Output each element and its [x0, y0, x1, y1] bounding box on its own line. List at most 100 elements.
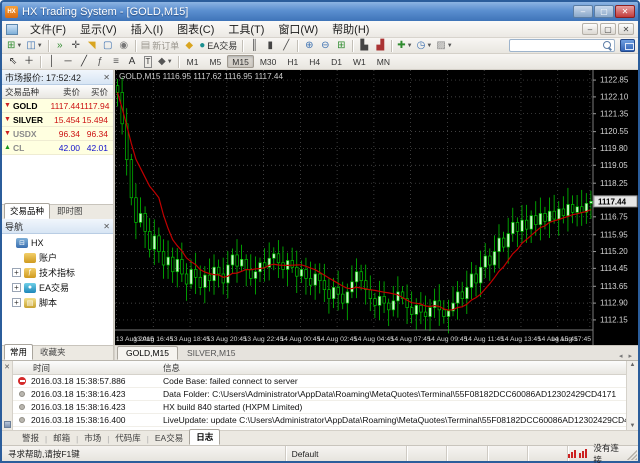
- bar-chart-button[interactable]: ║: [250, 39, 258, 51]
- chart-tab-GOLD,M15[interactable]: GOLD,M15: [117, 346, 178, 360]
- trendline-button[interactable]: ╱: [80, 55, 88, 67]
- arrange-down-button[interactable]: ▟: [376, 39, 385, 51]
- zoom-in-button[interactable]: ⊕: [305, 39, 314, 51]
- status-profile[interactable]: Default: [286, 446, 407, 461]
- market-watch-close-icon[interactable]: ✕: [103, 72, 110, 82]
- terminal-scrollbar[interactable]: ▲ ▼: [626, 361, 638, 430]
- mdi-close-button[interactable]: ✕: [618, 23, 634, 35]
- arrows-button[interactable]: ◆ ▼: [158, 55, 173, 67]
- menu-item-窗口(W)[interactable]: 窗口(W): [278, 24, 319, 36]
- terminal-tab-市场[interactable]: 市场: [84, 433, 102, 443]
- market-watch-tab-交易品种[interactable]: 交易品种: [4, 203, 51, 219]
- timeframe-M15[interactable]: M15: [227, 55, 254, 68]
- market-watch-tab-即时图[interactable]: 即时图: [57, 206, 83, 216]
- profiles-button[interactable]: ◫ ▼: [26, 39, 43, 51]
- mdi-minimize-button[interactable]: –: [582, 23, 598, 35]
- terminal-tab-代码库[interactable]: 代码库: [115, 433, 141, 443]
- new-order-button[interactable]: ▤ 新订单: [140, 39, 180, 51]
- navigator-tab-常用[interactable]: 常用: [4, 344, 34, 360]
- minimize-button[interactable]: –: [573, 5, 593, 18]
- nav-item-账户[interactable]: 账户: [2, 250, 113, 265]
- timeframe-W1[interactable]: W1: [353, 57, 366, 67]
- log-row[interactable]: 2016.03.18 15:38:57.886 Code Base: failed…: [13, 375, 626, 388]
- market-watch-row[interactable]: ▼ USDX 96.34 96.34: [2, 127, 113, 141]
- svg-text:13 Aug 20:45: 13 Aug 20:45: [207, 336, 247, 343]
- line-chart-button[interactable]: ╱: [283, 39, 290, 51]
- search-icon[interactable]: [603, 41, 612, 50]
- timeframe-M1[interactable]: M1: [186, 57, 199, 67]
- community-icon[interactable]: [620, 39, 635, 52]
- cursor-button[interactable]: ⇖: [8, 55, 18, 67]
- navigator-tab-收藏夹[interactable]: 收藏夹: [40, 347, 66, 357]
- candlestick-button[interactable]: ▮: [267, 39, 274, 51]
- menu-item-图表(C)[interactable]: 图表(C): [177, 24, 215, 36]
- text-button[interactable]: A: [128, 55, 136, 67]
- terminal-grip-icon[interactable]: [3, 421, 11, 428]
- timeframe-M30[interactable]: M30: [259, 57, 277, 67]
- market-watch-row[interactable]: ▼ SILVER 15.454 15.494: [2, 113, 113, 127]
- price-chart[interactable]: 1122.85 1122.10 1121.35 1120.55 1119.80 1119.…: [115, 70, 638, 345]
- nav-root[interactable]: ⊟ HX: [2, 235, 113, 250]
- crosshair-button[interactable]: ＋: [24, 55, 34, 67]
- navigator-close-icon[interactable]: ✕: [103, 221, 110, 231]
- metaeditor-button[interactable]: ◆: [185, 39, 194, 51]
- expand-icon[interactable]: +: [12, 268, 21, 277]
- menu-item-文件(F)[interactable]: 文件(F): [30, 24, 67, 36]
- indicators-button[interactable]: ✚ ▼: [397, 39, 413, 51]
- chart-tab-SILVER,M15[interactable]: SILVER,M15: [187, 348, 236, 358]
- symbol-name: SILVER: [12, 114, 44, 125]
- terminal-tab-邮箱[interactable]: 邮箱: [53, 433, 71, 443]
- market-watch-row[interactable]: ▲ CL 42.00 42.01: [2, 141, 113, 155]
- tile-charts-button[interactable]: ⊞: [337, 39, 346, 51]
- nav-item-脚本[interactable]: + ▤ 脚本: [2, 295, 113, 310]
- channel-button[interactable]: ≡: [113, 55, 119, 67]
- search-input[interactable]: [509, 39, 615, 52]
- chart-window-icon[interactable]: [6, 23, 18, 35]
- autoscroll-button[interactable]: »: [56, 39, 63, 51]
- timeframe-MN[interactable]: MN: [376, 57, 390, 67]
- zoom-out-button[interactable]: ⊖: [321, 39, 330, 51]
- periods-button[interactable]: ◷ ▼: [416, 39, 433, 51]
- timeframe-D1[interactable]: D1: [331, 57, 342, 67]
- text-label-button[interactable]: T: [143, 55, 153, 68]
- timeframe-H1[interactable]: H1: [287, 57, 299, 67]
- svg-text:1116.75: 1116.75: [600, 212, 628, 221]
- timeframe-H4[interactable]: H4: [309, 57, 321, 67]
- nav-item-EA交易[interactable]: + ● EA交易: [2, 280, 113, 295]
- maximize-button[interactable]: ▢: [594, 5, 614, 18]
- vertical-splitter[interactable]: [114, 70, 115, 360]
- log-row[interactable]: 2016.03.18 15:38:16.400 LiveUpdate: updat…: [13, 414, 626, 427]
- fibonacci-button[interactable]: ƒ: [97, 55, 103, 67]
- zoom-window-button[interactable]: ◉: [119, 39, 129, 51]
- menu-item-工具(T)[interactable]: 工具(T): [228, 24, 265, 36]
- tile-window-button[interactable]: ▢: [103, 39, 113, 51]
- nav-item-技术指标[interactable]: + ƒ 技术指标: [2, 265, 113, 280]
- menu-item-显示(V)[interactable]: 显示(V): [80, 24, 117, 36]
- tab-scroll-arrows[interactable]: ◂ ▸: [619, 353, 634, 360]
- chart-drag-icon[interactable]: ◥: [87, 39, 96, 51]
- resize-grip[interactable]: [627, 450, 637, 460]
- chart-shift-button[interactable]: ✛: [71, 39, 80, 51]
- expand-icon[interactable]: +: [12, 283, 21, 292]
- market-watch-row[interactable]: ▼ GOLD 1117.44 1117.94: [2, 99, 113, 113]
- menu-item-帮助(H)[interactable]: 帮助(H): [332, 24, 370, 36]
- horizontal-line-button[interactable]: ─: [64, 55, 72, 67]
- terminal-tab-警报[interactable]: 警报: [22, 433, 40, 443]
- log-row[interactable]: 2016.03.18 15:38:16.423 Data Folder: C:\U…: [13, 388, 626, 401]
- terminal-tab-EA交易[interactable]: EA交易: [154, 433, 184, 443]
- log-row[interactable]: 2016.03.18 15:38:16.423 HX build 840 star…: [13, 401, 626, 414]
- ea-trade-button[interactable]: ● EA交易: [199, 39, 238, 51]
- terminal-tab-日志[interactable]: 日志: [189, 429, 221, 445]
- svg-text:1115.20: 1115.20: [600, 247, 628, 256]
- templates-button[interactable]: ▨ ▼: [436, 39, 453, 51]
- expand-icon[interactable]: +: [12, 298, 21, 307]
- vertical-line-button[interactable]: │: [48, 55, 56, 67]
- timeframe-M5[interactable]: M5: [209, 57, 222, 67]
- menu-item-插入(I)[interactable]: 插入(I): [130, 24, 164, 36]
- terminal-close-icon[interactable]: ✕: [4, 364, 10, 371]
- mdi-restore-button[interactable]: ▢: [600, 23, 616, 35]
- arrange-up-button[interactable]: ▙: [360, 39, 369, 51]
- chart-window: 1122.85 1122.10 1121.35 1120.55 1119.80 1119.…: [115, 70, 638, 360]
- close-button[interactable]: ✕: [615, 5, 635, 18]
- new-chart-button[interactable]: ⊞ ▼: [7, 39, 23, 51]
